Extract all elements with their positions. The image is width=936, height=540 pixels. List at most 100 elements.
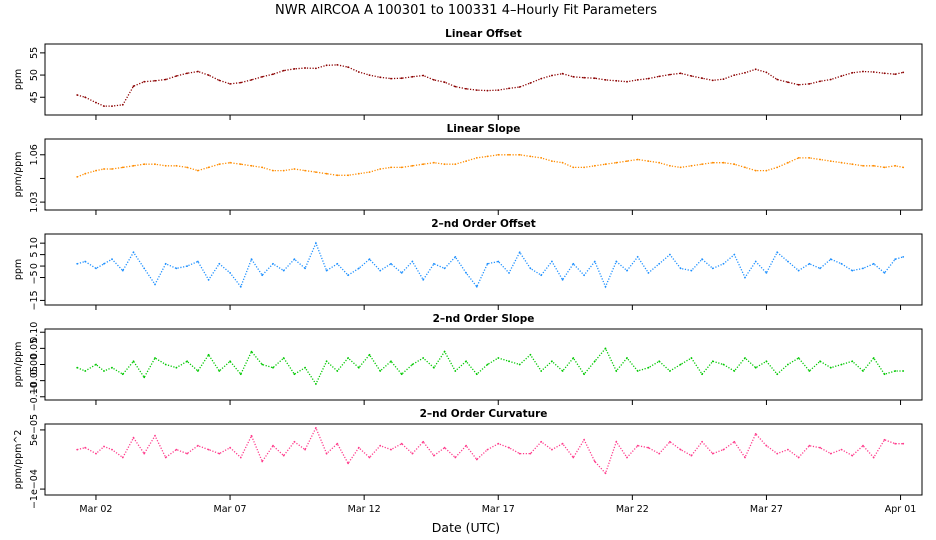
data-point xyxy=(250,350,253,353)
data-point xyxy=(669,440,671,443)
data-point xyxy=(808,83,811,85)
data-point xyxy=(465,160,467,163)
data-point xyxy=(164,456,167,459)
data-point xyxy=(154,434,156,437)
data-point xyxy=(765,71,768,74)
data-point xyxy=(701,440,703,443)
data-point xyxy=(272,444,274,447)
data-point xyxy=(390,360,392,363)
series-line xyxy=(77,64,904,107)
data-point xyxy=(103,105,105,107)
data-point xyxy=(754,366,757,369)
data-point xyxy=(250,434,253,437)
data-point xyxy=(508,272,510,274)
data-point xyxy=(894,73,897,76)
data-point xyxy=(862,370,864,372)
data-point xyxy=(497,260,500,263)
data-point xyxy=(379,168,382,170)
data-point xyxy=(690,164,693,167)
data-point xyxy=(808,444,811,447)
data-point xyxy=(551,448,553,451)
y-tick-label: −15 xyxy=(29,290,40,310)
data-point xyxy=(379,76,382,79)
data-point xyxy=(454,85,457,88)
data-point xyxy=(883,272,886,274)
data-point xyxy=(315,242,317,245)
data-point xyxy=(615,440,618,443)
data-point xyxy=(626,80,628,83)
y-axis-label: ppm/ppm xyxy=(13,152,24,198)
data-point xyxy=(207,278,210,281)
x-tick-label: Mar 22 xyxy=(616,504,649,515)
data-point xyxy=(894,258,897,261)
data-point xyxy=(433,262,435,265)
data-point xyxy=(733,440,736,443)
x-tick-label: Mar 27 xyxy=(750,504,783,515)
data-point xyxy=(143,267,146,270)
data-point xyxy=(486,448,489,451)
data-point xyxy=(347,357,349,359)
data-point xyxy=(561,72,564,75)
y-tick-label: −0.10 xyxy=(29,382,40,411)
data-point xyxy=(154,283,156,286)
data-point xyxy=(862,444,864,447)
data-point xyxy=(561,161,564,164)
data-point xyxy=(636,79,639,81)
data-point xyxy=(422,440,425,443)
data-point xyxy=(454,456,457,459)
y-tick-label: 50 xyxy=(29,69,40,81)
data-point xyxy=(561,442,564,445)
data-point xyxy=(336,442,339,445)
data-point xyxy=(518,153,521,156)
data-point xyxy=(132,85,135,88)
data-point xyxy=(154,357,156,359)
series-line xyxy=(76,154,904,178)
data-point xyxy=(647,366,650,369)
data-point xyxy=(197,169,199,172)
data-point xyxy=(604,285,607,288)
data-point xyxy=(315,171,317,174)
data-point xyxy=(679,448,682,451)
data-point xyxy=(390,166,392,169)
data-point xyxy=(851,360,854,363)
data-point xyxy=(787,260,789,263)
data-point xyxy=(261,274,264,277)
data-point xyxy=(347,174,349,177)
data-point xyxy=(776,251,779,254)
data-point xyxy=(304,67,306,69)
data-point xyxy=(400,272,403,274)
data-point xyxy=(132,251,135,254)
data-point xyxy=(379,269,382,272)
data-point xyxy=(829,452,832,455)
panel-title: Linear Slope xyxy=(447,123,521,135)
data-point xyxy=(197,260,199,263)
x-axis-label: Date (UTC) xyxy=(432,520,500,535)
data-point xyxy=(540,440,543,443)
data-point xyxy=(390,77,392,80)
data-point xyxy=(819,267,821,270)
data-point xyxy=(400,166,403,169)
data-point xyxy=(840,262,843,265)
data-point xyxy=(486,363,489,366)
data-point xyxy=(218,452,221,455)
data-point xyxy=(872,262,875,265)
data-point xyxy=(368,353,371,356)
y-tick-label: 0.10 xyxy=(29,322,40,343)
data-point xyxy=(701,77,703,80)
data-point xyxy=(207,353,210,356)
data-point xyxy=(572,262,575,265)
data-point xyxy=(400,77,403,80)
data-point xyxy=(744,456,746,459)
data-point xyxy=(239,373,242,376)
panel-title: 2–nd Order Offset xyxy=(431,218,536,230)
data-point xyxy=(765,169,768,172)
data-point xyxy=(819,80,821,83)
data-point xyxy=(615,79,618,82)
data-point xyxy=(411,452,414,455)
data-point xyxy=(475,285,478,288)
data-point xyxy=(529,155,532,158)
data-point xyxy=(282,169,285,172)
data-point xyxy=(829,78,832,81)
data-point xyxy=(154,79,156,82)
data-point xyxy=(400,442,403,445)
